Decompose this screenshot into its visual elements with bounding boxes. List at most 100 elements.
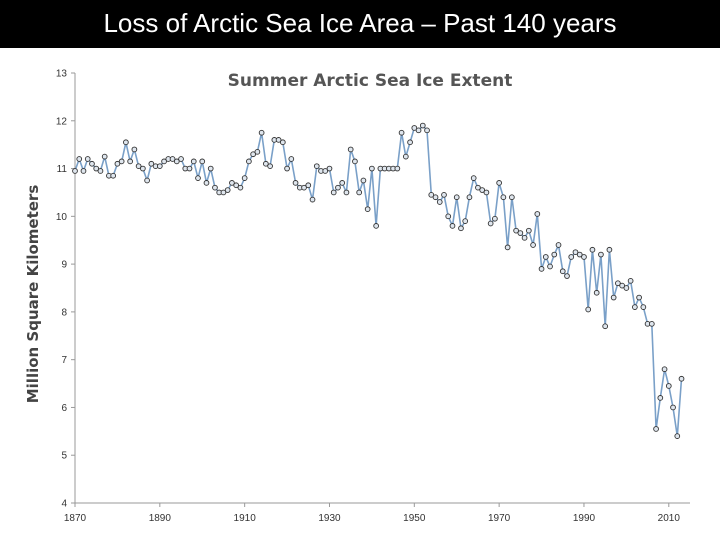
- y-axis-label: Million Square Kilometers: [24, 185, 42, 404]
- data-point: [199, 158, 206, 165]
- data-markers: [72, 122, 685, 439]
- data-point: [632, 304, 638, 310]
- data-point: [479, 187, 486, 193]
- sea-ice-chart: Summer Arctic Sea Ice Extent Million Squ…: [24, 69, 690, 524]
- data-point: [118, 158, 125, 165]
- data-point: [530, 242, 536, 248]
- data-point: [233, 182, 240, 189]
- x-tick-label: 1870: [64, 513, 87, 524]
- data-point: [144, 177, 150, 184]
- data-point: [534, 211, 541, 217]
- data-point: [347, 146, 354, 153]
- data-point: [466, 194, 473, 201]
- y-tick-label: 11: [57, 164, 68, 175]
- data-point: [224, 187, 231, 193]
- data-point: [504, 244, 511, 251]
- data-point: [288, 156, 295, 162]
- data-point: [462, 218, 469, 224]
- data-point: [335, 184, 341, 191]
- data-point: [627, 277, 634, 284]
- data-point: [525, 227, 532, 234]
- data-point: [509, 194, 515, 201]
- data-point: [148, 160, 155, 167]
- data-point: [398, 129, 405, 136]
- data-point: [407, 139, 413, 146]
- data-point: [123, 139, 129, 146]
- x-tick-label: 1950: [403, 513, 426, 524]
- data-point: [411, 125, 418, 131]
- data-point: [284, 165, 290, 172]
- y-tick-label: 7: [61, 355, 67, 366]
- data-point: [428, 191, 435, 198]
- data-point: [636, 294, 642, 301]
- data-point: [615, 280, 621, 287]
- data-point: [547, 263, 553, 270]
- data-point: [352, 158, 358, 165]
- data-point: [492, 215, 498, 222]
- data-point: [275, 137, 282, 143]
- data-point: [76, 156, 83, 162]
- data-point: [593, 289, 600, 296]
- data-point: [203, 180, 210, 186]
- data-point: [500, 194, 507, 201]
- data-point: [572, 249, 579, 256]
- data-point: [114, 160, 121, 167]
- data-point: [220, 189, 227, 196]
- data-point: [661, 366, 668, 373]
- data-point: [313, 163, 320, 170]
- axes: 4 5 6 7 8 9 10 11 12 13 1870 1890 1910 1930 1950 1970 19…: [56, 69, 690, 524]
- data-point: [267, 163, 273, 170]
- data-point: [394, 165, 401, 172]
- data-point: [178, 156, 184, 162]
- data-point: [653, 426, 659, 432]
- data-point: [237, 184, 244, 191]
- data-point: [521, 234, 528, 241]
- data-point: [305, 182, 312, 189]
- data-point: [89, 160, 95, 167]
- data-point: [598, 251, 604, 258]
- data-point: [127, 158, 133, 165]
- data-point: [619, 282, 625, 289]
- y-tick-label: 4: [61, 499, 67, 510]
- series-polyline: [74, 124, 683, 437]
- data-point: [589, 246, 596, 253]
- data-point: [441, 191, 447, 198]
- x-tick-label: 1970: [488, 513, 511, 524]
- data-point: [623, 285, 630, 291]
- x-tick-label: 1910: [234, 513, 257, 524]
- data-point: [339, 180, 346, 186]
- data-point: [432, 194, 439, 201]
- y-tick-label: 10: [56, 212, 68, 223]
- data-point: [195, 175, 201, 181]
- data-point: [135, 163, 142, 170]
- data-point: [458, 225, 464, 232]
- data-point: [585, 306, 592, 313]
- x-tick-label: 1930: [318, 513, 341, 524]
- data-point: [241, 175, 248, 181]
- data-point: [657, 395, 664, 401]
- slide-title: Loss of Arctic Sea Ice Area – Past 140 y…: [103, 8, 617, 38]
- data-point: [424, 127, 430, 134]
- data-point: [513, 227, 519, 234]
- chart-panel: Summer Arctic Sea Ice Extent Million Squ…: [0, 48, 720, 540]
- data-point: [84, 156, 91, 162]
- series-line: [74, 124, 683, 437]
- data-point: [665, 383, 672, 389]
- data-point: [330, 189, 337, 196]
- data-point: [402, 153, 409, 160]
- data-point: [279, 139, 286, 146]
- data-point: [453, 194, 460, 201]
- x-tick-label: 1990: [573, 513, 596, 524]
- x-tick-label: 1890: [149, 513, 172, 524]
- data-point: [487, 220, 494, 227]
- data-point: [246, 158, 252, 165]
- data-point: [254, 148, 261, 155]
- data-point: [207, 165, 214, 172]
- data-point: [555, 242, 562, 248]
- chart-title: Summer Arctic Sea Ice Extent: [228, 71, 513, 91]
- y-tick-label: 6: [61, 403, 67, 414]
- data-point: [517, 230, 524, 236]
- data-point: [470, 175, 477, 181]
- data-point: [173, 158, 180, 165]
- y-tick-label: 5: [61, 451, 67, 462]
